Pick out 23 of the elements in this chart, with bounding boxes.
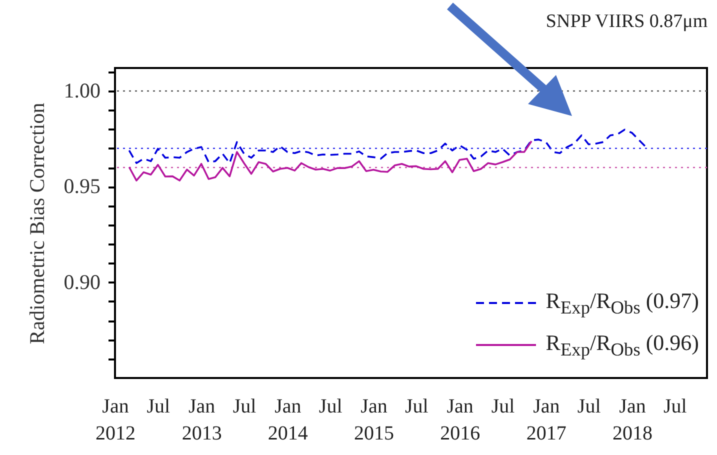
line-series: [128, 128, 647, 164]
y-axis-title: Radiometric Bias Correction: [24, 102, 49, 344]
x-tick-label: Jul: [146, 396, 171, 418]
legend-label: R$_{Exp}$/R$_{Obs}$ (0.97): [546, 288, 699, 318]
x-tick-label: Jan 2018: [612, 396, 652, 444]
legend-label: R$_{Exp}$/R$_{Obs}$ (0.96): [546, 330, 699, 360]
y-tick-label: 1.00: [64, 78, 100, 102]
x-tick-label: Jul: [491, 396, 516, 418]
x-tick-label: Jan 2013: [182, 396, 222, 444]
line-series: [128, 140, 532, 182]
x-tick-label: Jul: [577, 396, 602, 418]
x-tick-label: Jan 2012: [96, 396, 136, 444]
x-tick-label: Jul: [405, 396, 429, 418]
y-tick-label: 0.95: [64, 174, 100, 198]
chart-title: SNPP VIIRS 0.87μm: [546, 10, 708, 32]
x-tick-label: Jan 2016: [440, 396, 480, 444]
y-tick-label: 0.90: [64, 270, 100, 294]
x-tick-label: Jul: [318, 396, 343, 418]
x-tick-label: Jan 2017: [526, 396, 566, 444]
x-tick-label: Jul: [664, 396, 688, 418]
x-tick-label: Jan 2014: [268, 396, 308, 444]
x-tick-label: Jan 2015: [354, 396, 394, 444]
x-tick-label: Jul: [232, 396, 257, 418]
